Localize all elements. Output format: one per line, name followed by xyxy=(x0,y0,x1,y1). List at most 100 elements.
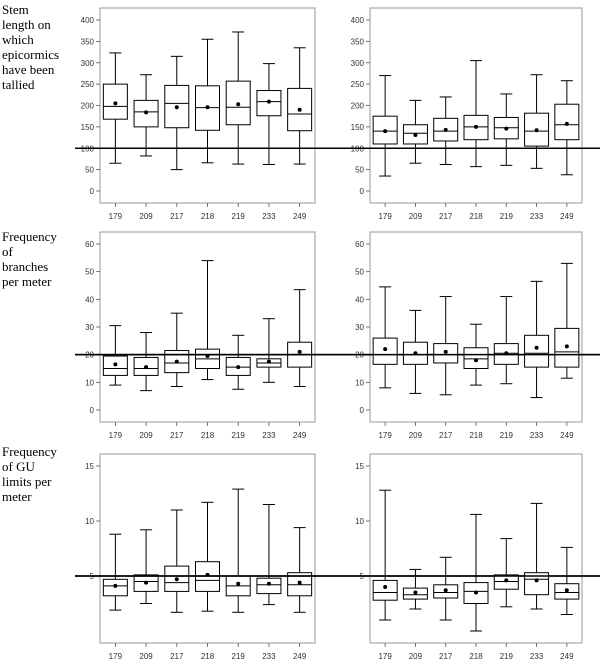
y-tick-label: 15 xyxy=(355,462,364,471)
boxplot-box xyxy=(372,489,398,621)
x-tick-label: 217 xyxy=(439,652,453,661)
row-label-line: Frequency xyxy=(2,444,57,459)
x-tick-label: 219 xyxy=(232,652,246,661)
mean-point xyxy=(174,105,179,110)
x-tick-label: 209 xyxy=(409,212,423,221)
row-label-line: Stem xyxy=(2,2,29,17)
x-tick-label: 233 xyxy=(262,212,276,221)
y-tick-label: 60 xyxy=(355,240,364,249)
x-tick-label: 218 xyxy=(201,431,215,440)
boxplot-box xyxy=(164,312,190,387)
y-tick-label: 350 xyxy=(81,37,95,46)
boxplot-box xyxy=(372,75,398,177)
boxplot-box xyxy=(493,538,519,608)
y-tick-label: 0 xyxy=(360,406,365,415)
boxplot-box xyxy=(524,280,550,399)
boxplot-box xyxy=(195,501,220,612)
y-tick-label: 350 xyxy=(351,37,365,46)
mean-point xyxy=(297,349,302,354)
boxplot-box xyxy=(287,527,313,613)
boxplot-box xyxy=(463,60,489,168)
mean-point xyxy=(236,102,241,107)
y-tick-label: 250 xyxy=(351,80,365,89)
mean-point xyxy=(144,580,149,585)
boxplot-box xyxy=(287,47,313,165)
boxplot-box xyxy=(133,74,159,157)
boxplot-box xyxy=(493,296,519,385)
y-tick-label: 150 xyxy=(351,123,365,132)
boxplot-box xyxy=(225,334,251,390)
x-tick-label: 218 xyxy=(469,652,483,661)
mean-point xyxy=(205,105,210,110)
mean-point xyxy=(474,590,478,595)
boxplot-box xyxy=(402,309,428,394)
boxplot-box xyxy=(463,513,489,632)
chart-panel: 51015179209217218219233249 xyxy=(75,453,600,661)
row-label-line: branches xyxy=(2,259,48,274)
boxplot-box xyxy=(225,488,251,613)
boxplot-box xyxy=(554,80,580,176)
boxplot-box xyxy=(402,568,428,610)
x-tick-label: 219 xyxy=(500,431,514,440)
mean-point xyxy=(383,129,388,134)
row-label-line: of xyxy=(2,244,14,259)
mean-point xyxy=(564,344,569,349)
x-tick-label: 249 xyxy=(293,431,307,440)
x-tick-label: 217 xyxy=(439,212,453,221)
iqr-box xyxy=(524,334,550,368)
boxplot-box xyxy=(133,332,159,392)
row-label-line: of GU xyxy=(2,459,35,474)
iqr-box xyxy=(372,337,398,365)
boxplot-box xyxy=(256,318,282,383)
y-tick-label: 150 xyxy=(81,123,95,132)
mean-point xyxy=(266,99,271,104)
boxplot-box xyxy=(102,52,128,164)
x-tick-label: 209 xyxy=(139,212,153,221)
mean-point xyxy=(113,362,118,367)
x-tick-label: 209 xyxy=(139,652,153,661)
x-tick-label: 217 xyxy=(439,431,453,440)
y-tick-label: 15 xyxy=(85,462,94,471)
row-label-line: Frequency xyxy=(2,229,57,244)
x-tick-label: 179 xyxy=(378,431,392,440)
x-tick-label: 209 xyxy=(409,431,423,440)
boxplot-box xyxy=(524,502,550,610)
x-tick-label: 179 xyxy=(378,652,392,661)
mean-point xyxy=(236,581,241,586)
row-label-line: limits per xyxy=(2,474,52,489)
x-tick-label: 233 xyxy=(262,431,276,440)
y-tick-label: 250 xyxy=(81,80,95,89)
mean-point xyxy=(534,128,539,133)
y-tick-label: 10 xyxy=(85,517,94,526)
boxplot-box xyxy=(554,546,580,615)
mean-point xyxy=(144,110,149,115)
y-tick-label: 50 xyxy=(85,166,94,175)
x-tick-label: 249 xyxy=(560,212,574,221)
boxplot-box xyxy=(164,55,190,171)
row-label-stem-length: Stem length on which epicormics have bee… xyxy=(2,2,59,92)
boxplot-box xyxy=(102,325,128,386)
mean-point xyxy=(443,349,448,354)
x-tick-label: 179 xyxy=(109,431,123,440)
mean-point xyxy=(413,132,418,137)
row-label-line: which xyxy=(2,32,34,47)
iqr-box xyxy=(372,579,398,601)
boxplot-box xyxy=(402,99,428,164)
mean-point xyxy=(174,359,179,364)
boxplot-box xyxy=(372,286,398,389)
boxplot-box xyxy=(256,504,282,606)
x-tick-label: 219 xyxy=(500,652,514,661)
mean-point xyxy=(144,365,149,370)
iqr-box xyxy=(463,347,489,369)
mean-point xyxy=(504,126,509,131)
chart-panel: 51015179209217218219233249 xyxy=(75,453,600,661)
y-tick-label: 10 xyxy=(85,378,94,387)
mean-point xyxy=(443,127,448,132)
mean-point xyxy=(413,590,418,595)
row-label-line: length on xyxy=(2,17,51,32)
y-tick-label: 400 xyxy=(81,16,95,25)
mean-point xyxy=(383,585,388,589)
row-label-line: tallied xyxy=(2,77,35,92)
x-tick-label: 209 xyxy=(139,431,153,440)
boxplot-box xyxy=(102,533,128,611)
